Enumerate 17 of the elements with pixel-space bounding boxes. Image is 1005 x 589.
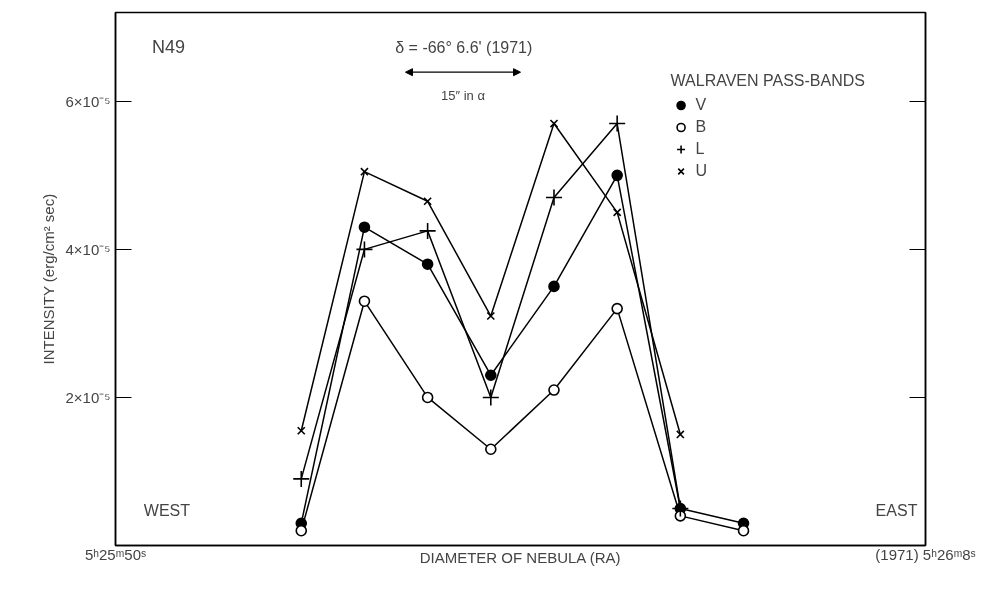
text: WEST xyxy=(143,502,191,520)
text: (1971) 5ʰ26ᵐ8ˢ xyxy=(875,545,976,563)
x-axis-title: DIAMETER OF NEBULA (RA) xyxy=(419,548,621,566)
annotation: 15″ in α xyxy=(441,87,486,103)
y-tick-label: 4×10⁻⁵ xyxy=(65,240,111,258)
y-tick-label: 6×10⁻⁵ xyxy=(65,92,111,110)
legend-label: V xyxy=(695,96,708,114)
legend-title: WALRAVEN PASS-BANDS xyxy=(670,72,865,90)
legend-label: U xyxy=(695,162,709,180)
legend-label: B xyxy=(695,118,708,136)
text: EAST xyxy=(875,502,918,520)
annotation: δ = -66° 6.6' (1971) xyxy=(395,38,533,56)
text: 5ʰ25ᵐ50ˢ xyxy=(84,545,147,563)
y-tick-label: 2×10⁻⁵ xyxy=(65,388,111,406)
text: N49 xyxy=(151,37,185,58)
y-axis-title: INTENSITY (erg/cm² sec) xyxy=(40,193,58,365)
legend-label: L xyxy=(695,140,706,158)
